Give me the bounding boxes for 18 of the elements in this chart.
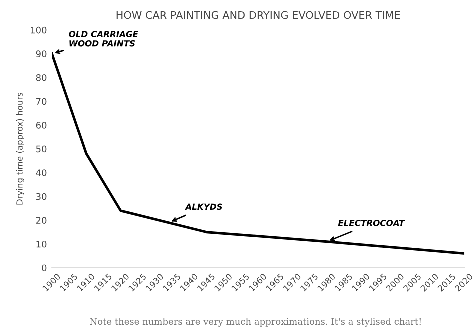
y-tick-label: 30 xyxy=(36,193,47,200)
line-series xyxy=(52,52,465,255)
annotation: ELECTROCOAT xyxy=(338,220,406,226)
y-tick-label: 10 xyxy=(36,240,47,248)
y-tick-label: 90 xyxy=(36,50,47,58)
chart-title: HOW CAR PAINTING AND DRYING EVOLVED OVER TIME xyxy=(116,11,400,20)
y-tick-label: 60 xyxy=(36,122,47,129)
annotation: ALKYDS xyxy=(185,204,222,210)
text: Note these numbers are very much approximations. It's a stylised chart! xyxy=(90,318,421,327)
y-tick-label: 70 xyxy=(36,98,47,106)
y-tick-label: 0 xyxy=(42,264,47,272)
y-axis-title: Drying time (approx) hours xyxy=(16,92,24,205)
y-tick-label: 50 xyxy=(36,146,47,153)
annotation: OLD CARRIAGE WOOD PAINTS xyxy=(69,31,138,47)
y-tick-label: 20 xyxy=(36,217,47,224)
y-tick-label: 40 xyxy=(36,170,47,176)
y-tick-label: 80 xyxy=(36,74,47,82)
y-tick-label: 100 xyxy=(31,26,47,34)
